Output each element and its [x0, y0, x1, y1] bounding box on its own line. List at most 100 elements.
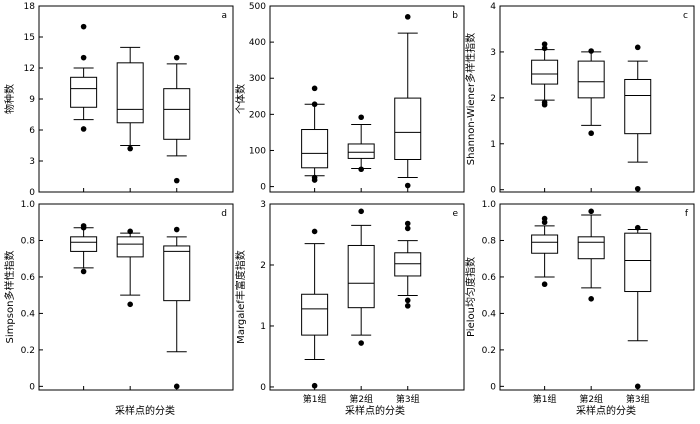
- box-iqr: [347, 143, 375, 159]
- box-iqr: [301, 129, 329, 169]
- y-tick-label: 3: [260, 200, 266, 210]
- y-tick-label: 4: [490, 2, 496, 12]
- outlier-point: [311, 382, 318, 389]
- box-iqr: [116, 236, 144, 258]
- box-iqr: [394, 252, 422, 277]
- outlier-point: [311, 101, 318, 108]
- x-category-label: 第3组: [396, 393, 420, 405]
- panel-label-f: f: [685, 209, 689, 219]
- y-tick-label: 200: [249, 110, 266, 120]
- outlier-point: [541, 101, 548, 108]
- box-iqr: [531, 59, 559, 85]
- panel-label-b: b: [452, 11, 458, 21]
- y-axis-label-f: Pielou均匀度指数: [464, 257, 477, 337]
- panel-label-d: d: [221, 209, 227, 219]
- outlier-point: [127, 145, 133, 152]
- y-axis-label-e: Margalef丰富度指数: [234, 250, 247, 344]
- y-tick-label: 1: [490, 140, 496, 150]
- y-tick-label: 2: [260, 261, 266, 271]
- x-axis-title-middle: 采样点的分类: [345, 404, 405, 417]
- outlier-point: [173, 226, 180, 233]
- y-tick-label: 0.6: [21, 273, 36, 283]
- outlier-point: [80, 224, 87, 231]
- y-tick-label: 500: [249, 2, 266, 12]
- box-iqr: [70, 236, 98, 252]
- y-tick-label: 0: [260, 383, 266, 393]
- box-iqr: [577, 60, 605, 99]
- outlier-point: [541, 219, 548, 226]
- outlier-point: [634, 383, 641, 390]
- panel-label-a: a: [221, 11, 227, 21]
- y-tick-label: 1: [260, 322, 266, 332]
- box-iqr: [577, 236, 605, 260]
- x-category-label: 第2组: [349, 393, 373, 405]
- y-tick-label: 0.6: [482, 273, 497, 283]
- outlier-point: [634, 44, 641, 51]
- y-tick-label: 1.0: [21, 200, 36, 210]
- panel-frame-f: [499, 203, 695, 391]
- x-category-label: 第2组: [579, 393, 603, 405]
- outlier-point: [588, 208, 594, 215]
- x-category-label: 第3组: [626, 393, 650, 405]
- y-tick-label: 400: [249, 38, 266, 48]
- outlier-point: [541, 41, 548, 47]
- outlier-point: [311, 228, 318, 235]
- box-iqr: [624, 232, 652, 293]
- y-tick-label: 0.8: [482, 236, 497, 246]
- outlier-point: [127, 228, 133, 235]
- box-iqr: [116, 62, 144, 124]
- y-axis-label-d: Simpson多样性指数: [3, 251, 16, 344]
- outlier-point: [634, 185, 641, 192]
- y-tick-label: 6: [29, 126, 35, 136]
- y-tick-label: 2: [490, 94, 496, 104]
- outlier-point: [80, 268, 87, 275]
- y-tick-label: 0: [490, 186, 496, 196]
- outlier-point: [404, 220, 411, 227]
- y-tick-label: 15: [24, 33, 35, 43]
- y-tick-label: 18: [24, 2, 36, 12]
- y-tick-label: 0.4: [21, 309, 36, 319]
- y-tick-label: 12: [24, 64, 35, 74]
- outlier-point: [541, 45, 548, 52]
- y-tick-label: 0: [29, 188, 35, 198]
- y-axis-label-b: 个体数: [234, 84, 247, 114]
- outlier-point: [588, 130, 594, 137]
- x-axis-title-right: 采样点的分类: [576, 404, 636, 417]
- y-axis-label-a: 物种数: [3, 84, 16, 114]
- outlier-point: [80, 54, 87, 61]
- outlier-point: [311, 177, 318, 183]
- outlier-point: [173, 383, 180, 390]
- y-tick-label: 1.0: [482, 200, 497, 210]
- outlier-point: [404, 297, 411, 304]
- panel-frame-c: [499, 5, 695, 193]
- box-iqr: [70, 76, 98, 108]
- box-iqr: [624, 78, 652, 135]
- outlier-point: [404, 303, 411, 309]
- box-iqr: [347, 244, 375, 309]
- y-tick-label: 0.4: [482, 309, 497, 319]
- outlier-point: [173, 54, 180, 61]
- outlier-point: [358, 340, 364, 346]
- x-axis-title-left: 采样点的分类: [115, 404, 175, 417]
- x-category-label: 第1组: [533, 393, 557, 405]
- outlier-point: [634, 224, 641, 231]
- outlier-point: [541, 281, 548, 288]
- box-iqr: [163, 245, 191, 302]
- x-category-label: 第1组: [303, 393, 327, 405]
- y-tick-label: 100: [249, 146, 266, 156]
- box-iqr: [301, 293, 329, 336]
- outlier-point: [358, 208, 364, 215]
- panel-frame-e: [269, 203, 465, 391]
- outlier-point: [358, 114, 364, 121]
- box-iqr: [163, 88, 191, 140]
- panel-label-e: e: [452, 209, 458, 219]
- outlier-point: [80, 126, 87, 132]
- y-tick-label: 0: [260, 183, 266, 193]
- y-tick-label: 0: [29, 382, 35, 392]
- panel-frame-b: [269, 5, 465, 193]
- y-tick-label: 3: [490, 48, 496, 58]
- panel-frame-d: [38, 203, 234, 391]
- y-tick-label: 0: [490, 382, 496, 392]
